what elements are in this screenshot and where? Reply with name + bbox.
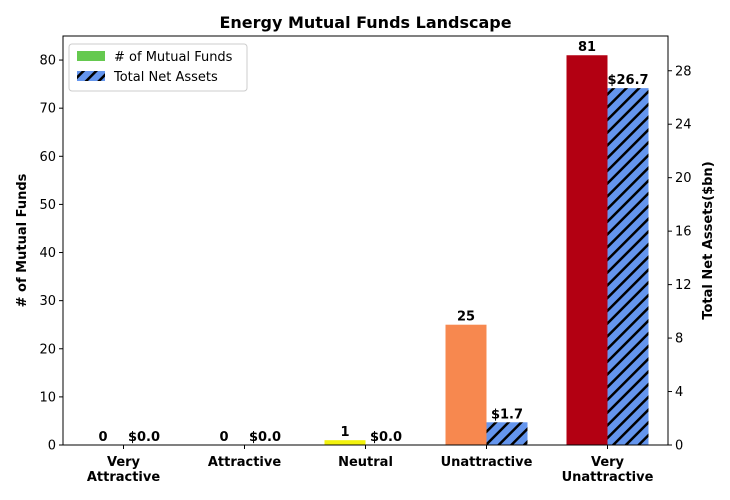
legend-label-net-assets: Total Net Assets: [113, 70, 218, 85]
y-tick-label-right: 16: [675, 225, 692, 240]
y-tick-label-right: 24: [675, 118, 692, 133]
data-label-net-assets: $26.7: [607, 73, 648, 88]
y-tick-label-left: 10: [39, 390, 56, 405]
x-tick-label: Attractive: [208, 455, 282, 470]
y-tick-label-right: 12: [675, 278, 692, 293]
x-tick-label: Neutral: [338, 455, 393, 470]
y-tick-label-right: 20: [675, 171, 692, 186]
y-tick-label-right: 0: [675, 439, 683, 454]
y-tick-label-left: 40: [39, 246, 56, 261]
y-tick-label-left: 50: [39, 198, 56, 213]
y-tick-label-left: 70: [39, 102, 56, 117]
data-label-net-assets: $0.0: [370, 430, 402, 445]
y-tick-label-right: 8: [675, 332, 683, 347]
x-tick-label: Very: [591, 455, 625, 470]
bar-mutual-funds: [324, 440, 366, 445]
data-label-mutual-funds: 25: [457, 310, 475, 325]
bar-mutual-funds: [566, 55, 608, 445]
plot-frame: [62, 35, 669, 446]
bar-net-assets: [486, 422, 528, 445]
y-tick-label-left: 30: [39, 294, 56, 309]
data-label-mutual-funds: 0: [98, 430, 107, 445]
data-label-mutual-funds: 0: [219, 430, 228, 445]
y-tick-label-left: 20: [39, 342, 56, 357]
x-tick-label: Unattractive: [562, 470, 654, 485]
x-tick-label: Very: [107, 455, 141, 470]
legend-swatch-mutual-funds: [77, 51, 105, 61]
x-tick-label: Unattractive: [441, 455, 533, 470]
y-tick-label-left: 80: [39, 54, 56, 69]
y-axis-title-left: # of Mutual Funds: [15, 173, 30, 307]
y-tick-label-right: 28: [675, 64, 692, 79]
legend: # of Mutual Funds Total Net Assets: [68, 43, 248, 92]
legend-box: [68, 43, 248, 92]
y-tick-label-right: 4: [675, 385, 683, 400]
legend-label-mutual-funds: # of Mutual Funds: [114, 50, 233, 65]
y-tick-label-left: 60: [39, 150, 56, 165]
y-tick-label-left: 0: [48, 439, 56, 454]
x-tick-label: Attractive: [87, 470, 161, 485]
bar-mutual-funds: [445, 324, 487, 445]
y-axis-title-right: Total Net Assets($bn): [701, 161, 716, 319]
data-label-net-assets: $0.0: [249, 430, 281, 445]
data-label-net-assets: $0.0: [128, 430, 160, 445]
data-label-net-assets: $1.7: [491, 407, 523, 422]
data-label-mutual-funds: 81: [578, 40, 596, 55]
bar-net-assets: [607, 88, 649, 446]
legend-swatch-net-assets: [77, 71, 105, 81]
chart-title: Energy Mutual Funds Landscape: [219, 13, 511, 32]
data-label-mutual-funds: 1: [340, 425, 349, 440]
